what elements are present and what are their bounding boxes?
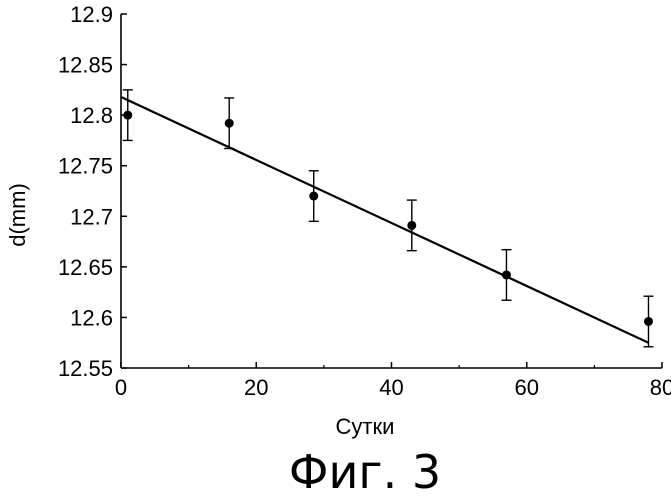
y-tick-label: 12.65 (58, 255, 113, 280)
x-tick-label: 60 (515, 375, 539, 400)
fit-line (121, 97, 648, 343)
data-point (309, 192, 318, 201)
y-tick-label: 12.55 (58, 356, 113, 381)
y-tick-label: 12.9 (70, 2, 113, 27)
data-point (502, 270, 511, 279)
ticks: 12.55 12.6 12.65 12.7 12.75 12.8 12.85 12.9 0 20 4… (58, 2, 671, 400)
y-tick-label: 12.75 (58, 154, 113, 179)
fit-line-group (121, 97, 648, 343)
y-tick-label: 12.7 (70, 204, 113, 229)
y-axis-label: d(mm) (5, 183, 30, 247)
x-tick-label: 40 (379, 375, 403, 400)
x-axis-label: Сутки (336, 414, 395, 439)
y-tick-label: 12.6 (70, 305, 113, 330)
figure-caption: Фиг. 3 (289, 445, 441, 499)
data-point (407, 221, 416, 230)
data-point (644, 317, 653, 326)
axes (121, 14, 662, 368)
y-tick-label: 12.85 (58, 53, 113, 78)
data-point (225, 119, 234, 128)
data-points (123, 111, 653, 326)
x-tick-label: 20 (244, 375, 268, 400)
data-point (123, 111, 132, 120)
y-tick-label: 12.8 (70, 103, 113, 128)
x-tick-label: 0 (115, 375, 127, 400)
x-tick-label: 80 (650, 375, 671, 400)
